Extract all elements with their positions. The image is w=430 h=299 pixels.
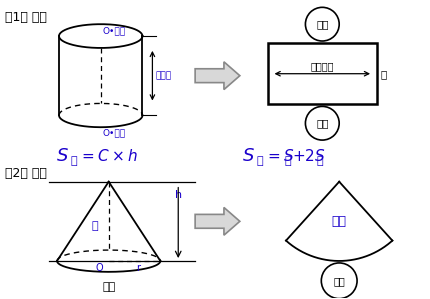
Text: 底面: 底面 (316, 19, 329, 29)
Polygon shape (195, 208, 240, 235)
Text: 高: 高 (381, 69, 387, 79)
Text: 底面周长: 底面周长 (310, 61, 334, 71)
Text: （1） 圆柱: （1） 圆柱 (5, 11, 47, 24)
Text: O: O (95, 263, 103, 273)
Text: 表: 表 (257, 156, 263, 166)
Text: $S$: $S$ (242, 147, 255, 165)
Text: O•底面: O•底面 (103, 26, 126, 35)
Text: h: h (175, 190, 182, 200)
Text: $+ 2S$: $+ 2S$ (292, 148, 326, 164)
Polygon shape (195, 62, 240, 90)
Text: 侧面高: 侧面高 (155, 71, 172, 80)
Text: 底面: 底面 (333, 276, 345, 286)
Text: 侧面: 侧面 (332, 215, 347, 228)
Text: 底面: 底面 (102, 282, 115, 292)
Text: $= C \times h$: $= C \times h$ (79, 148, 138, 164)
Bar (267, 43, 377, 104)
Text: 高: 高 (92, 221, 98, 231)
Text: r: r (136, 263, 141, 273)
Text: $S$: $S$ (56, 147, 69, 165)
Text: O•底面: O•底面 (103, 128, 126, 137)
Text: 侧: 侧 (285, 156, 291, 166)
Text: 底面: 底面 (316, 118, 329, 128)
Text: 侧: 侧 (71, 156, 77, 166)
Text: $= S$: $= S$ (265, 148, 295, 164)
Text: 底: 底 (316, 156, 323, 166)
Text: （2） 圆锥: （2） 圆锥 (5, 167, 47, 180)
